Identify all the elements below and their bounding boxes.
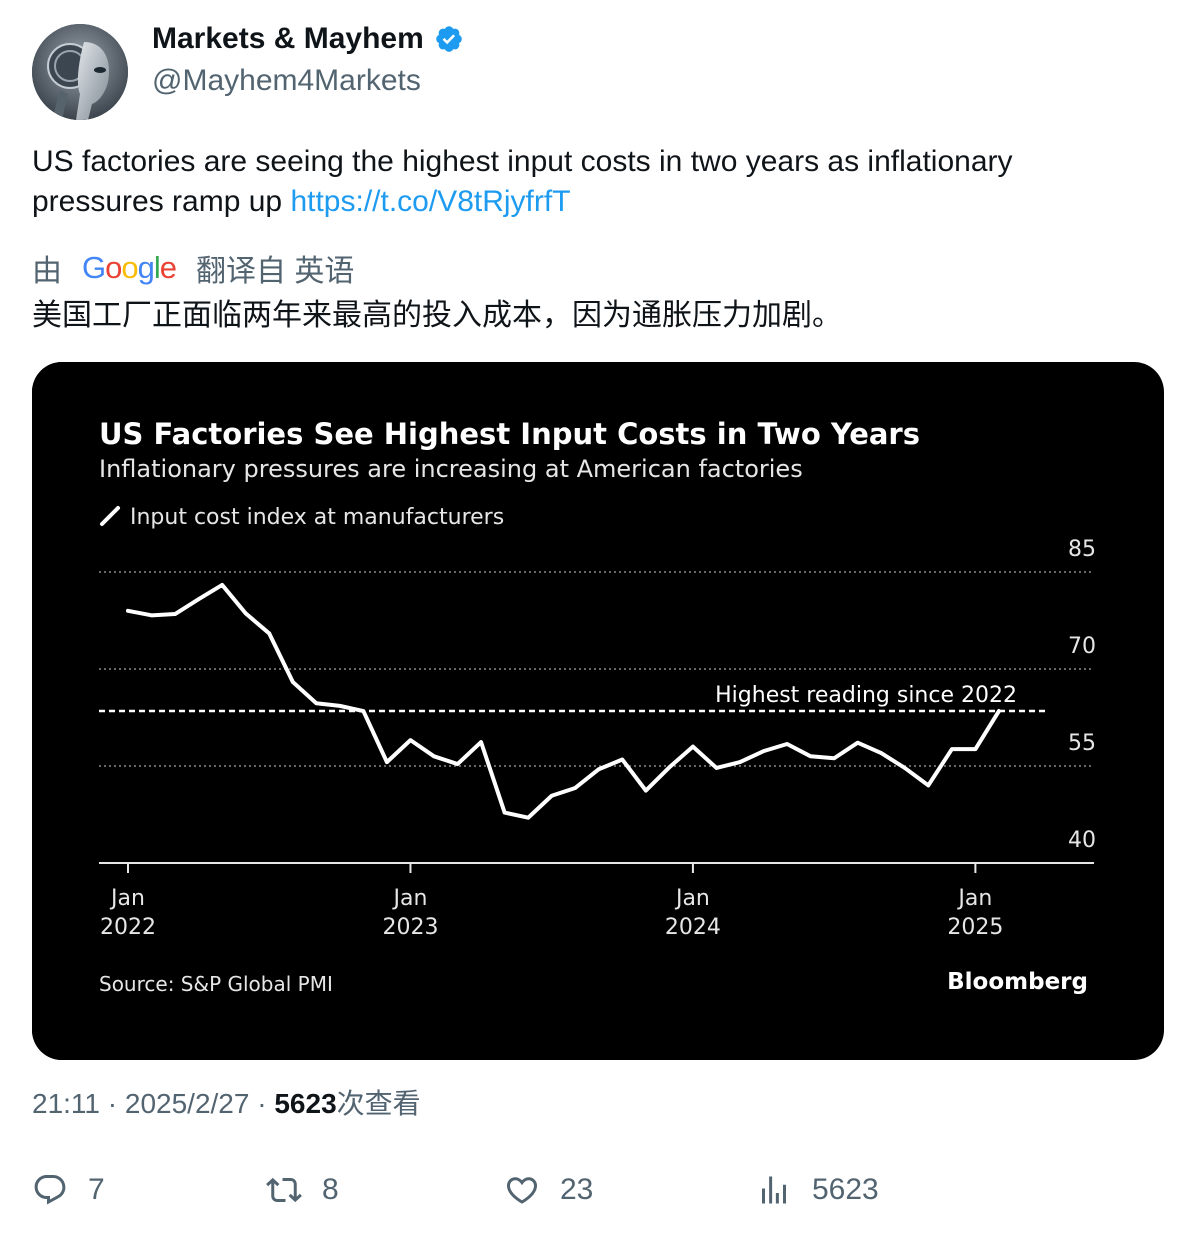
chart-svg: US Factories See Highest Input Costs in … (32, 362, 1121, 1060)
data-point (455, 762, 460, 766)
chart-title: US Factories See Highest Input Costs in … (99, 417, 920, 451)
x-tick-label-year: 2025 (947, 915, 1003, 940)
data-point (926, 783, 931, 788)
data-point (973, 747, 978, 751)
data-point (855, 740, 860, 745)
tweet-body: US factories are seeing the highest inpu… (32, 145, 1013, 218)
views-button[interactable]: 5623 (756, 1168, 879, 1212)
data-point (290, 680, 295, 684)
tweet-link[interactable]: https://t.co/V8tRjyfrfT (290, 185, 571, 218)
data-point (691, 744, 695, 749)
reply-button[interactable]: 7 (32, 1168, 105, 1212)
x-tick-label-year: 2023 (382, 915, 438, 940)
y-tick-label: 55 (1068, 731, 1096, 756)
data-point (173, 612, 177, 616)
author-avatar[interactable] (32, 24, 128, 120)
verified-badge-icon (435, 26, 462, 52)
retweet-icon (266, 1177, 302, 1203)
views-action-count: 5623 (812, 1173, 879, 1206)
translation-attribution[interactable]: 由 Google 翻译自 英语 (32, 248, 354, 288)
data-point (761, 749, 766, 753)
legend-label: Input cost index at manufacturers (130, 505, 504, 530)
analytics-bars-icon (762, 1176, 786, 1204)
data-point (432, 754, 436, 759)
author-handle[interactable]: @Mayhem4Markets (152, 64, 421, 97)
data-point (479, 740, 483, 744)
data-point (549, 793, 554, 798)
data-point (361, 709, 366, 713)
x-tick-label-year: 2022 (100, 915, 156, 940)
data-point (149, 613, 154, 618)
data-point (879, 751, 884, 755)
data-point (738, 760, 742, 764)
data-point (338, 704, 342, 708)
reply-count: 7 (88, 1173, 105, 1206)
data-point (644, 788, 648, 793)
y-tick-label: 40 (1068, 828, 1096, 853)
robot-avatar-icon (32, 24, 128, 120)
chart-subtitle: Inflationary pressures are increasing at… (99, 455, 803, 483)
google-logo: Google (82, 250, 177, 285)
like-count: 23 (560, 1173, 594, 1206)
x-tick-label-month: Jan (956, 886, 992, 911)
translation-prefix: 由 (32, 255, 62, 288)
reference-line-label: Highest reading since 2022 (715, 683, 1017, 708)
bloomberg-logo: Bloomberg (947, 969, 1088, 995)
translation-suffix: 翻译自 英语 (196, 255, 355, 288)
reply-icon (34, 1175, 66, 1205)
x-tick-label-month: Jan (109, 886, 145, 911)
data-point (620, 757, 625, 762)
like-button[interactable]: 23 (504, 1168, 593, 1212)
views-count: 5623 (274, 1088, 337, 1119)
data-point (267, 631, 272, 636)
views-label: 次查看 (336, 1088, 421, 1119)
data-point (526, 815, 530, 820)
data-point (126, 609, 130, 613)
heart-icon (506, 1177, 538, 1204)
chart-source: Source: S&P Global PMI (99, 972, 333, 996)
data-point (997, 709, 1001, 713)
data-point (243, 611, 248, 616)
legend-swatch (100, 506, 120, 526)
data-point (785, 742, 789, 746)
chart-background (75, 383, 1121, 1031)
translated-text: 美国工厂正面临两年来最高的投入成本，因为通胀压力加剧。 (32, 299, 842, 332)
series-line (126, 582, 1001, 820)
data-point (385, 760, 389, 764)
data-point (808, 754, 813, 759)
retweet-count: 8 (322, 1173, 339, 1206)
author-name-text: Markets & Mayhem (152, 22, 424, 55)
tweet-meta: 21:11 · 2025/2/27 · 5623次查看 (32, 1082, 421, 1122)
retweet-button[interactable]: 8 (266, 1168, 339, 1212)
data-point (950, 747, 954, 751)
author-name[interactable]: Markets & Mayhem (152, 22, 464, 56)
data-point (596, 767, 601, 772)
data-point (408, 738, 413, 742)
tweet-time[interactable]: 21:11 (32, 1088, 100, 1119)
y-tick-label: 85 (1068, 537, 1096, 562)
meta-separator: · (249, 1088, 275, 1119)
meta-separator: · (100, 1088, 125, 1119)
data-point (714, 766, 719, 770)
data-point (573, 786, 578, 790)
x-tick-label-month: Jan (674, 886, 710, 911)
data-point (314, 701, 319, 706)
data-point (502, 810, 507, 815)
data-point (902, 766, 907, 770)
data-point (667, 765, 672, 770)
chart-frame-left (32, 362, 75, 1060)
data-point (220, 583, 224, 587)
tweet-text: US factories are seeing the highest inpu… (32, 142, 1152, 222)
tweet-date[interactable]: 2025/2/27 (124, 1088, 250, 1119)
data-point (832, 756, 836, 761)
media-chart-card[interactable]: US Factories See Highest Input Costs in … (32, 362, 1164, 1060)
data-point (196, 597, 201, 601)
x-tick-label-month: Jan (392, 886, 428, 911)
y-tick-label: 70 (1068, 634, 1096, 659)
x-tick-label-year: 2024 (665, 915, 721, 940)
